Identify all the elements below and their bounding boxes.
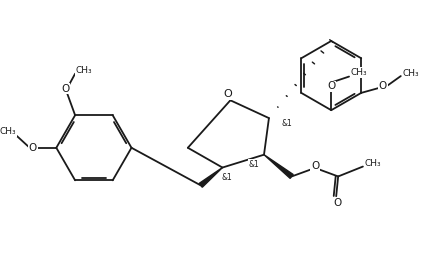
Text: &1: &1 <box>282 119 293 128</box>
Text: &1: &1 <box>249 160 259 169</box>
Text: O: O <box>379 81 387 91</box>
Text: &1: &1 <box>221 173 232 182</box>
Polygon shape <box>199 168 222 187</box>
Text: CH₃: CH₃ <box>402 69 419 78</box>
Text: O: O <box>223 89 232 99</box>
Text: O: O <box>28 143 37 153</box>
Text: CH₃: CH₃ <box>365 159 381 168</box>
Text: O: O <box>327 82 335 91</box>
Text: CH₃: CH₃ <box>351 68 367 77</box>
Polygon shape <box>264 155 293 178</box>
Text: O: O <box>311 161 320 171</box>
Text: O: O <box>61 84 69 93</box>
Text: O: O <box>333 198 341 208</box>
Text: CH₃: CH₃ <box>76 66 92 75</box>
Text: CH₃: CH₃ <box>0 128 16 136</box>
